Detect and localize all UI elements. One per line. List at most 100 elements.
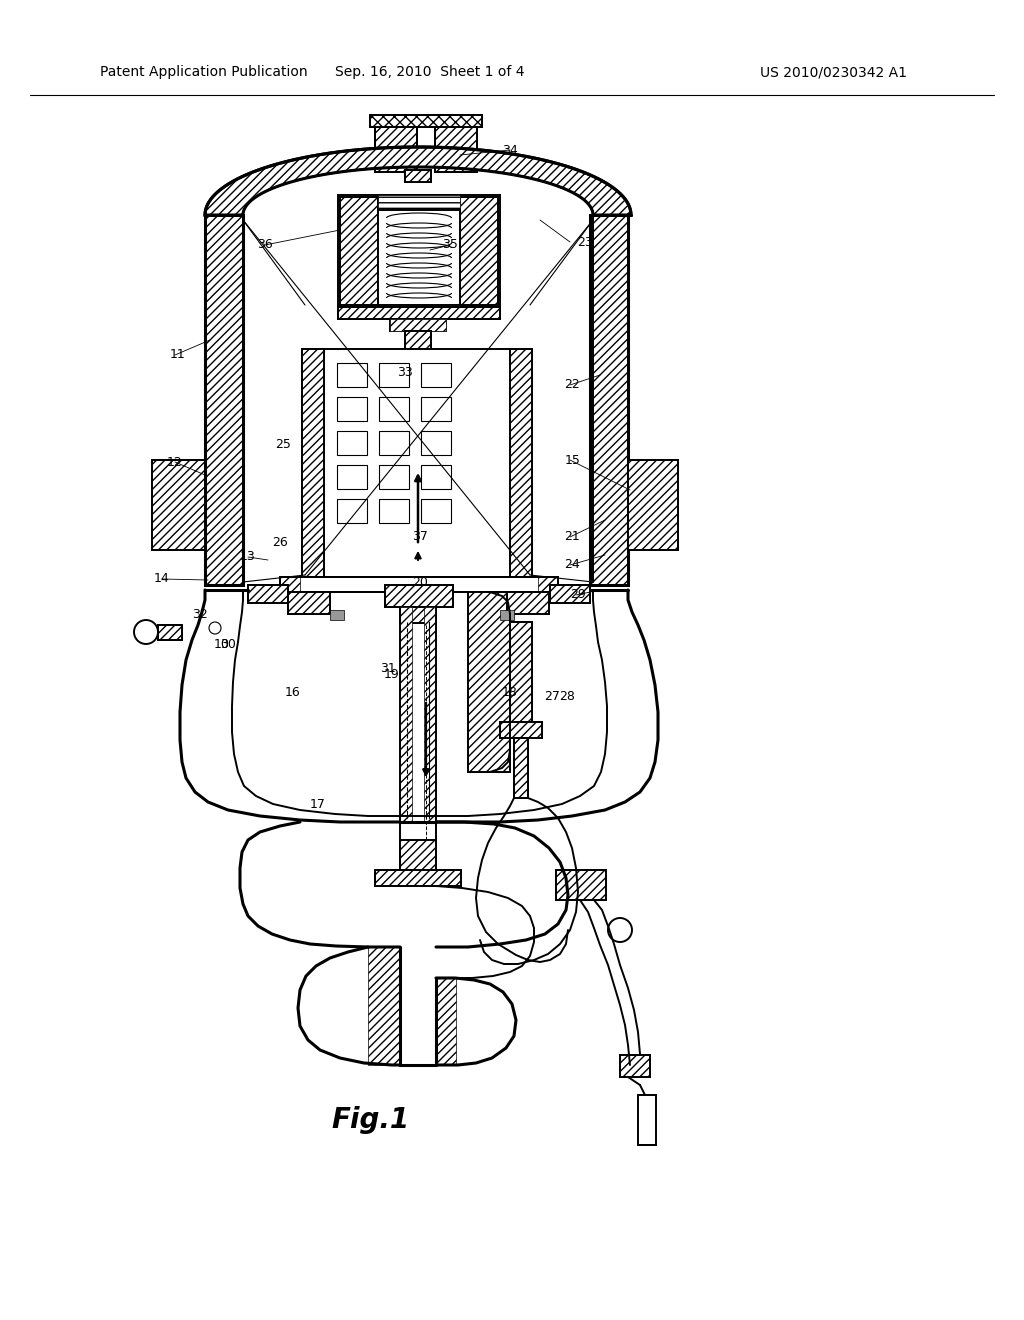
Bar — [421, 363, 451, 387]
Bar — [590, 215, 628, 585]
Text: 35: 35 — [442, 239, 458, 252]
Text: 18: 18 — [502, 685, 518, 698]
Bar — [510, 348, 532, 577]
Bar — [510, 348, 532, 577]
Bar — [375, 121, 417, 172]
Bar — [400, 607, 436, 623]
Bar — [406, 170, 431, 182]
Bar — [385, 585, 453, 607]
Bar — [468, 591, 510, 772]
Bar — [280, 577, 300, 591]
Text: Sep. 16, 2010  Sheet 1 of 4: Sep. 16, 2010 Sheet 1 of 4 — [335, 65, 524, 79]
Bar — [510, 622, 532, 722]
Bar — [421, 499, 451, 523]
Bar — [468, 591, 510, 772]
Bar — [514, 738, 528, 799]
Bar — [390, 319, 446, 331]
Bar — [370, 115, 482, 127]
Polygon shape — [205, 147, 631, 215]
Bar — [435, 121, 477, 172]
Bar — [550, 585, 590, 603]
Bar — [302, 348, 324, 577]
Bar — [338, 308, 500, 319]
Text: 20: 20 — [412, 576, 428, 589]
Bar — [550, 585, 590, 603]
Text: 34: 34 — [502, 144, 518, 157]
Bar — [390, 319, 446, 331]
Text: 36: 36 — [257, 239, 272, 252]
Bar — [507, 591, 549, 614]
Bar — [406, 170, 431, 182]
Bar — [400, 840, 436, 870]
Text: 16: 16 — [285, 686, 301, 700]
Bar — [288, 591, 330, 614]
Bar — [556, 870, 606, 900]
Bar — [514, 738, 528, 799]
Bar — [152, 459, 205, 550]
Bar — [510, 622, 532, 722]
Bar — [248, 585, 288, 603]
Bar — [152, 459, 205, 550]
Bar — [337, 432, 367, 455]
Bar — [500, 722, 542, 738]
Bar — [375, 870, 461, 886]
Text: Fig.1: Fig.1 — [331, 1106, 409, 1134]
Bar — [205, 215, 243, 585]
Bar — [507, 591, 549, 614]
Bar — [406, 331, 431, 348]
Bar — [340, 197, 378, 305]
Bar — [436, 978, 456, 1065]
Text: 15: 15 — [565, 454, 581, 466]
Bar — [379, 432, 409, 455]
Text: 27: 27 — [544, 690, 560, 704]
Bar — [385, 585, 453, 607]
Text: 29: 29 — [570, 589, 586, 602]
Bar — [550, 585, 590, 603]
Text: 14: 14 — [155, 573, 170, 586]
Text: 22: 22 — [564, 379, 580, 392]
Bar — [248, 585, 288, 603]
Text: 28: 28 — [559, 690, 574, 704]
Bar — [538, 577, 558, 591]
Bar — [628, 459, 678, 550]
Bar — [205, 215, 243, 585]
Bar — [248, 585, 288, 603]
Bar — [370, 115, 482, 127]
Bar — [370, 115, 482, 127]
Bar — [378, 210, 460, 305]
Text: 25: 25 — [275, 438, 291, 451]
Bar — [620, 1055, 650, 1077]
Bar — [628, 459, 678, 550]
Bar — [375, 870, 461, 886]
Text: 17: 17 — [310, 799, 326, 812]
Bar — [379, 363, 409, 387]
Bar — [375, 121, 417, 172]
Bar — [340, 197, 378, 305]
Bar — [620, 1055, 650, 1077]
Text: 37: 37 — [412, 531, 428, 544]
Bar — [280, 577, 558, 591]
Bar — [421, 432, 451, 455]
Bar — [337, 363, 367, 387]
Text: 12: 12 — [167, 455, 183, 469]
Bar — [378, 195, 460, 210]
Bar — [158, 624, 182, 640]
Bar — [302, 348, 324, 577]
Text: 10: 10 — [214, 639, 230, 652]
Bar — [500, 722, 542, 738]
Bar — [379, 397, 409, 421]
Text: 26: 26 — [272, 536, 288, 549]
Bar — [460, 197, 498, 305]
Bar — [378, 195, 460, 210]
Bar — [288, 591, 330, 614]
Bar — [460, 197, 498, 305]
Bar — [500, 722, 542, 738]
Text: 19: 19 — [384, 668, 400, 681]
Bar — [500, 610, 514, 620]
Text: 30: 30 — [220, 639, 236, 652]
Bar — [337, 499, 367, 523]
Bar — [424, 607, 436, 822]
Bar — [400, 607, 412, 822]
Text: 11: 11 — [170, 348, 186, 362]
Circle shape — [209, 622, 221, 634]
